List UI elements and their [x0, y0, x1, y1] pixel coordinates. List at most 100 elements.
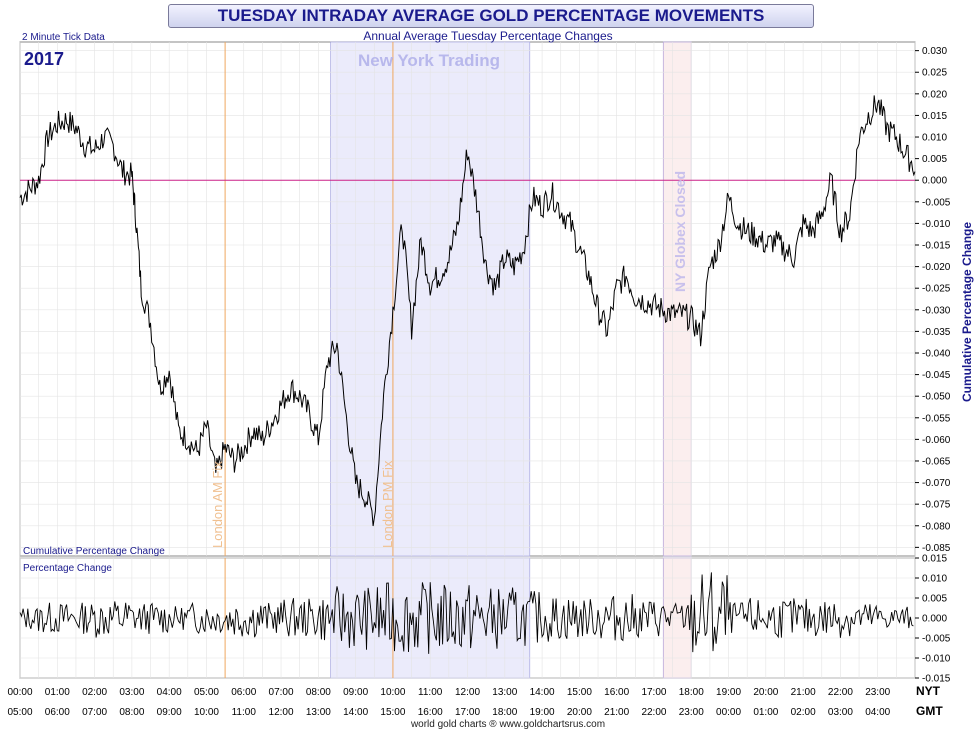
gmt-tick-label: 21:00 [604, 707, 629, 718]
y-tick-label: -0.065 [922, 456, 951, 467]
y-tick-label: -0.010 [922, 219, 951, 230]
footer-credit: world gold charts ® www.goldchartsrus.co… [410, 719, 605, 730]
gmt-tick-label: 13:00 [306, 707, 331, 718]
y-tick-label: -0.005 [922, 197, 951, 208]
gmt-tick-label: 08:00 [119, 707, 144, 718]
globex-closed-band [662, 41, 692, 557]
y-tick-label: -0.075 [922, 500, 951, 511]
gmt-tick-label: 02:00 [791, 707, 816, 718]
y-tick-label: -0.045 [922, 370, 951, 381]
y-tick-label: -0.085 [922, 543, 951, 554]
sub-panel-title: Percentage Change [23, 563, 112, 574]
gmt-tick-label: 09:00 [157, 707, 182, 718]
nyt-tick-label: 17:00 [641, 687, 666, 698]
gmt-tick-label: 12:00 [269, 707, 294, 718]
nyt-tick-label: 05:00 [194, 687, 219, 698]
y-axis-label: Cumulative Percentage Change [960, 222, 974, 402]
nyt-tick-label: 12:00 [455, 687, 480, 698]
gmt-tick-label: 23:00 [679, 707, 704, 718]
gmt-tick-label: 19:00 [530, 707, 555, 718]
tick-note: 2 Minute Tick Data [22, 32, 105, 43]
grid-lines [19, 42, 916, 679]
gmt-tick-label: 03:00 [828, 707, 853, 718]
y-tick-label: -0.050 [922, 392, 951, 403]
gmt-tick-label: 07:00 [82, 707, 107, 718]
y-tick-label: 0.010 [922, 133, 947, 144]
y-tick-label: 0.015 [922, 111, 947, 122]
gmt-tick-label: 14:00 [343, 707, 368, 718]
y-tick-label: 0.020 [922, 89, 947, 100]
nyt-tick-label: 16:00 [604, 687, 629, 698]
y-tick-label: 0.030 [922, 46, 947, 57]
nyt-tick-label: 21:00 [791, 687, 816, 698]
sub-y-tick-label: -0.015 [922, 674, 951, 685]
y-tick-label: -0.080 [922, 521, 951, 532]
title-bar: TUESDAY INTRADAY AVERAGE GOLD PERCENTAGE… [168, 4, 814, 28]
nyt-tick-label: 01:00 [45, 687, 70, 698]
nyt-tick-label: 22:00 [828, 687, 853, 698]
nyt-tick-label: 10:00 [380, 687, 405, 698]
x-tick-labels: 00:00 05:00 01:00 06:00 02:00 07:00 03:00 08:00… [7, 687, 890, 718]
gmt-tick-label: 10:00 [194, 707, 219, 718]
london-am-fix-label: London AM Fix [210, 461, 225, 548]
gmt-tick-label: 17:00 [455, 707, 480, 718]
nyt-tick-label: 11:00 [418, 687, 443, 698]
nyt-axis-label: NYT [916, 684, 941, 698]
gmt-tick-label: 06:00 [45, 707, 70, 718]
y-tick-label: -0.040 [922, 348, 951, 359]
series-lines [19, 95, 916, 654]
nyt-tick-label: 20:00 [753, 687, 778, 698]
nyt-tick-label: 09:00 [343, 687, 368, 698]
nyt-tick-label: 08:00 [306, 687, 331, 698]
nyt-tick-label: 15:00 [567, 687, 592, 698]
sub-y-tick-label: 0.010 [922, 574, 947, 585]
y-tick-label: 0.025 [922, 68, 947, 79]
gmt-tick-label: 22:00 [641, 707, 666, 718]
nyt-tick-label: 07:00 [269, 687, 294, 698]
london-pm-fix-label: London PM Fix [380, 460, 395, 548]
gmt-tick-label: 11:00 [232, 707, 257, 718]
nyt-tick-label: 23:00 [865, 687, 890, 698]
year-label: 2017 [24, 49, 64, 69]
nyt-tick-label: 18:00 [679, 687, 704, 698]
y-tick-label: -0.020 [922, 262, 951, 273]
gmt-tick-label: 20:00 [567, 707, 592, 718]
y-tick-label: 0.000 [922, 176, 947, 187]
y-tick-label: -0.060 [922, 435, 951, 446]
nyt-tick-label: 04:00 [157, 687, 182, 698]
nyt-tick-label: 00:00 [7, 687, 32, 698]
cumulative-change-line [19, 95, 916, 527]
nyt-tick-label: 14:00 [530, 687, 555, 698]
sub-y-tick-label: -0.010 [922, 654, 951, 665]
y-tick-label: -0.070 [922, 478, 951, 489]
y-tick-label: -0.030 [922, 305, 951, 316]
nyt-tick-label: 06:00 [231, 687, 256, 698]
y-tick-label: -0.035 [922, 327, 951, 338]
gmt-tick-label: 01:00 [753, 707, 778, 718]
subtitle: Annual Average Tuesday Percentage Change… [363, 29, 612, 43]
gmt-axis-label: GMT [916, 704, 943, 718]
gmt-tick-label: 05:00 [7, 707, 32, 718]
percentage-change-line [19, 572, 914, 654]
main-panel-title: Cumulative Percentage Change [23, 546, 165, 557]
sub-y-tick-label: 0.000 [922, 614, 947, 625]
gmt-tick-label: 18:00 [492, 707, 517, 718]
sub-y-tick-label: -0.005 [922, 634, 951, 645]
globex-closed-label: NY Globex Closed [672, 171, 688, 292]
y-tick-label: 0.005 [922, 154, 947, 165]
nyt-tick-label: 13:00 [492, 687, 517, 698]
y-tick-labels: 0.030 0.025 0.020 0.015 0.010 0.005 0.000 -0.00… [915, 46, 951, 685]
gmt-tick-label: 15:00 [380, 707, 405, 718]
nyt-tick-label: 02:00 [82, 687, 107, 698]
gmt-tick-label: 00:00 [716, 707, 741, 718]
gmt-tick-label: 16:00 [418, 707, 443, 718]
sub-y-tick-label: 0.005 [922, 594, 947, 605]
ny-trading-label: New York Trading [358, 51, 500, 70]
y-tick-label: -0.055 [922, 413, 951, 424]
y-tick-label: -0.015 [922, 241, 951, 252]
nyt-tick-label: 03:00 [119, 687, 144, 698]
chart-title: TUESDAY INTRADAY AVERAGE GOLD PERCENTAGE… [217, 6, 765, 25]
gmt-tick-label: 04:00 [865, 707, 890, 718]
